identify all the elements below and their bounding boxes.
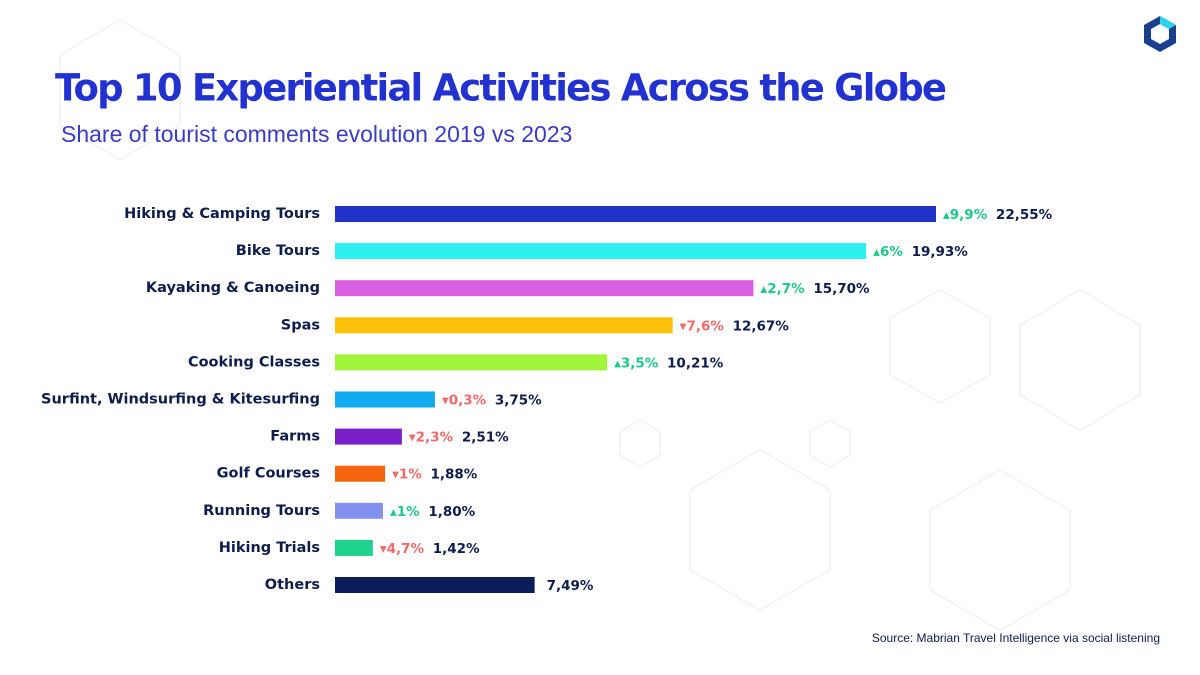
bar xyxy=(335,280,754,297)
value-label: 15,70% xyxy=(813,281,870,297)
change-label: ▴9,9% xyxy=(943,207,988,223)
value-label: 22,55% xyxy=(996,207,1053,223)
bar-annotation: ▴9,9% 22,55% xyxy=(943,207,1053,223)
change-label: ▾4,7% xyxy=(380,541,425,557)
category-label: Kayaking & Canoeing xyxy=(146,280,320,296)
bar-annotation: ▴6% 19,93% xyxy=(873,244,968,260)
logo xyxy=(1144,16,1176,52)
category-label: Others xyxy=(265,577,320,593)
bar xyxy=(335,577,535,593)
bar-annotation: ▾1% 1,88% xyxy=(392,467,478,483)
chart-subtitle: Share of tourist comments evolution 2019… xyxy=(61,121,572,147)
bar xyxy=(335,539,373,556)
change-label: ▴1% xyxy=(390,504,420,520)
value-label: 7,49% xyxy=(547,578,594,594)
category-label: Hiking & Camping Tours xyxy=(124,206,320,222)
change-label: ▴2,7% xyxy=(760,281,805,297)
bar xyxy=(335,354,608,371)
bar xyxy=(335,465,386,482)
background-pattern xyxy=(59,19,1141,631)
category-label: Surfint, Windsurfing & Kitesurfing xyxy=(41,392,320,408)
bar-annotation: ▴3,5% 10,21% xyxy=(614,355,724,371)
bar xyxy=(335,243,867,260)
bar xyxy=(335,502,383,519)
source-note: Source: Mabrian Travel Intelligence via … xyxy=(872,631,1160,645)
category-label: Spas xyxy=(281,317,320,333)
category-label: Cooking Classes xyxy=(188,354,320,370)
value-label: 3,75% xyxy=(495,393,542,409)
change-label: ▾7,6% xyxy=(680,318,725,334)
bar-annotation: ▾2,3% 2,51% xyxy=(409,430,509,446)
bar-annotation: ▴2,7% 15,70% xyxy=(760,281,870,297)
bar-annotation: ▾0,3% 3,75% xyxy=(442,393,542,409)
bar xyxy=(335,317,673,334)
bar-annotation: ▾7,6% 12,67% xyxy=(680,318,790,334)
value-label: 1,80% xyxy=(428,504,475,520)
category-label: Farms xyxy=(270,429,320,445)
change-label: ▴3,5% xyxy=(614,355,659,371)
value-label: 19,93% xyxy=(912,244,969,260)
bar-annotation: 7,49% xyxy=(547,578,594,594)
value-label: 12,67% xyxy=(733,318,790,334)
value-label: 1,88% xyxy=(431,467,478,483)
chart-title: Top 10 Experiential Activities Across th… xyxy=(55,67,946,110)
bar xyxy=(335,391,435,408)
change-label: ▾1% xyxy=(392,467,422,483)
value-label: 2,51% xyxy=(462,430,509,446)
change-label: ▾0,3% xyxy=(442,393,487,409)
change-label: ▾2,3% xyxy=(409,430,454,446)
bar-annotation: ▾4,7% 1,42% xyxy=(380,541,480,557)
category-label: Running Tours xyxy=(203,503,320,519)
category-label: Hiking Trials xyxy=(219,540,320,556)
category-label: Bike Tours xyxy=(236,243,320,259)
value-label: 10,21% xyxy=(667,355,724,371)
bar-annotation: ▴1% 1,80% xyxy=(390,504,476,520)
bar xyxy=(335,206,936,222)
value-label: 1,42% xyxy=(433,541,480,557)
change-label: ▴6% xyxy=(873,244,903,260)
bar xyxy=(335,428,402,445)
category-label: Golf Courses xyxy=(217,466,320,482)
